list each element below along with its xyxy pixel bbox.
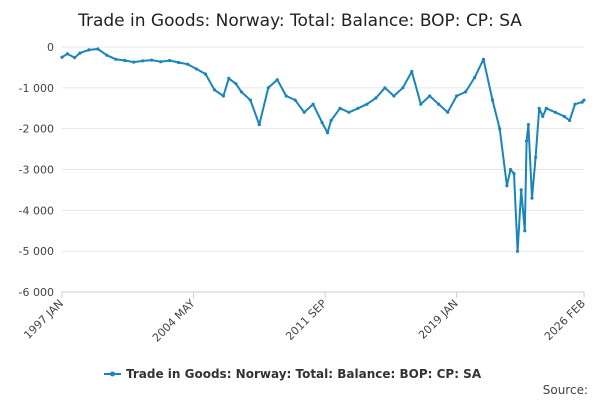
data-point[interactable] xyxy=(114,57,118,61)
data-point[interactable] xyxy=(325,131,330,135)
data-point[interactable] xyxy=(150,58,154,62)
data-point[interactable] xyxy=(105,53,109,57)
x-tick-label: 2019 JAN xyxy=(416,297,461,342)
data-point[interactable] xyxy=(266,86,270,90)
data-point[interactable] xyxy=(141,59,145,63)
data-point[interactable] xyxy=(275,78,279,82)
x-tick-label: 1997 JAN xyxy=(21,297,66,342)
data-point[interactable] xyxy=(320,120,324,125)
data-point[interactable] xyxy=(329,118,333,123)
data-point[interactable] xyxy=(455,94,459,98)
data-point[interactable] xyxy=(523,229,527,233)
data-point[interactable] xyxy=(582,98,586,102)
data-point[interactable] xyxy=(446,110,450,114)
data-point[interactable] xyxy=(525,139,529,143)
data-point[interactable] xyxy=(573,102,577,106)
y-tick-label: -6 000 xyxy=(19,286,54,299)
data-point[interactable] xyxy=(568,118,572,123)
data-point[interactable] xyxy=(505,184,509,188)
data-point[interactable] xyxy=(257,123,261,127)
data-point[interactable] xyxy=(519,188,523,192)
data-point[interactable] xyxy=(60,55,64,59)
data-point[interactable] xyxy=(159,60,163,64)
data-point[interactable] xyxy=(481,57,486,61)
data-point[interactable] xyxy=(537,106,541,110)
data-point[interactable] xyxy=(284,94,288,98)
data-point[interactable] xyxy=(428,94,432,98)
data-point[interactable] xyxy=(65,52,69,56)
data-point[interactable] xyxy=(508,167,513,172)
data-point[interactable] xyxy=(239,90,243,94)
data-point[interactable] xyxy=(419,102,423,106)
data-point[interactable] xyxy=(227,76,231,80)
data-point[interactable] xyxy=(96,47,100,51)
data-point[interactable] xyxy=(553,110,557,114)
source-label: Source: xyxy=(543,383,588,397)
series-line xyxy=(61,48,585,253)
data-point[interactable] xyxy=(194,67,199,71)
y-tick-label: -4 000 xyxy=(19,204,54,217)
data-point[interactable] xyxy=(541,114,545,118)
legend-label: Trade in Goods: Norway: Total: Balance: … xyxy=(126,367,482,381)
legend[interactable]: Trade in Goods: Norway: Total: Balance: … xyxy=(104,367,482,381)
data-point[interactable] xyxy=(347,110,351,114)
x-tick-label: 2004 MAY xyxy=(150,297,198,345)
data-point[interactable] xyxy=(464,90,468,94)
data-point[interactable] xyxy=(302,110,306,114)
data-point[interactable] xyxy=(498,127,502,131)
data-point[interactable] xyxy=(212,88,217,92)
data-point[interactable] xyxy=(203,72,208,76)
y-tick-label: -5 000 xyxy=(19,245,54,258)
x-tick-label: 2026 FEB xyxy=(542,297,588,343)
data-point[interactable] xyxy=(401,86,405,90)
data-point[interactable] xyxy=(544,106,548,110)
legend-point-marker xyxy=(110,371,115,377)
y-axis: 0 -1 000 -2 000 -3 000 -4 000 -5 000 -6 000 xyxy=(19,41,54,299)
data-point[interactable] xyxy=(356,106,360,110)
data-point[interactable] xyxy=(338,106,342,110)
data-point[interactable] xyxy=(490,98,495,102)
data-point[interactable] xyxy=(73,56,77,60)
x-axis: 1997 JAN 2004 MAY 2011 SEP 2019 JAN 2026 FEB xyxy=(21,291,588,345)
data-point[interactable] xyxy=(248,98,252,102)
x-tick-label: 2011 SEP xyxy=(283,297,329,343)
data-point[interactable] xyxy=(534,155,538,159)
data-point[interactable] xyxy=(293,98,297,102)
chart-title: Trade in Goods: Norway: Total: Balance: … xyxy=(77,11,522,31)
data-point[interactable] xyxy=(526,123,531,127)
data-point[interactable] xyxy=(311,102,315,106)
data-point[interactable] xyxy=(221,94,225,98)
y-tick-label: -1 000 xyxy=(19,82,54,95)
data-point[interactable] xyxy=(78,51,82,55)
y-tick-label: -3 000 xyxy=(19,164,54,177)
data-point[interactable] xyxy=(383,86,387,90)
y-tick-label: 0 xyxy=(47,41,54,54)
data-point[interactable] xyxy=(234,82,238,86)
data-point[interactable] xyxy=(410,69,414,74)
data-point[interactable] xyxy=(392,94,396,98)
data-point[interactable] xyxy=(168,58,172,63)
data-point[interactable] xyxy=(530,196,534,200)
y-tick-label: -2 000 xyxy=(19,123,54,136)
data-point[interactable] xyxy=(512,172,516,176)
data-point[interactable] xyxy=(132,60,136,64)
data-point[interactable] xyxy=(562,114,566,118)
plot-area xyxy=(60,47,586,253)
data-point[interactable] xyxy=(87,48,91,52)
data-point[interactable] xyxy=(437,102,441,106)
data-point[interactable] xyxy=(123,58,127,63)
data-point[interactable] xyxy=(365,102,369,106)
data-point[interactable] xyxy=(473,76,477,80)
data-point[interactable] xyxy=(374,96,378,100)
data-point[interactable] xyxy=(177,60,181,65)
data-point[interactable] xyxy=(186,62,190,66)
data-point[interactable] xyxy=(516,249,520,253)
